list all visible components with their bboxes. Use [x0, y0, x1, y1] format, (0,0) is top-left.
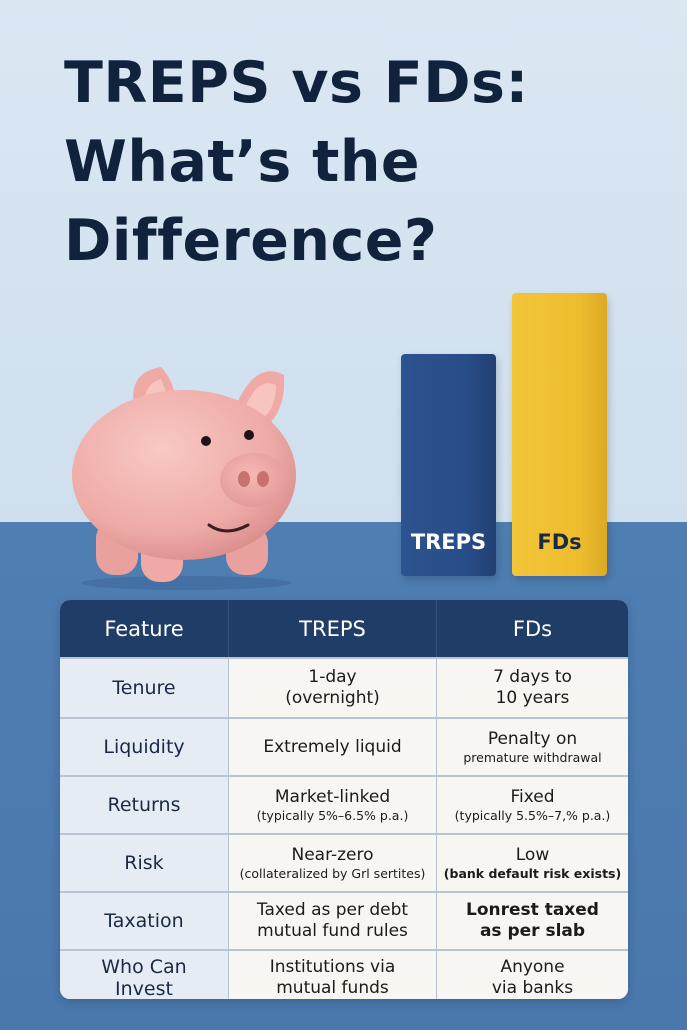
table-row-risk: Risk Near-zero (collateralized by Grl se… — [60, 833, 628, 891]
fds-sub: via banks — [491, 978, 574, 998]
piggy-bank-illustration — [72, 367, 296, 590]
fds-sub: (bank default risk exists) — [443, 865, 622, 881]
fds-sub: as per slab — [479, 921, 586, 941]
table-row-taxation: Taxation Taxed as per debt mutual fund r… — [60, 891, 628, 949]
fds-bar: FDs — [512, 293, 607, 576]
row-fds-value: Anyone via banks — [436, 951, 628, 999]
table-row-returns: Returns Market-linked (typically 5%–6.5%… — [60, 775, 628, 833]
table-row-who-can-invest: Who Can Invest Institutions via mutual f… — [60, 949, 628, 999]
fds-main: Penalty on — [487, 728, 578, 749]
fds-bar-label: FDs — [537, 530, 582, 554]
treps-sub: (overnight) — [285, 688, 380, 708]
fds-sub: (typically 5.5%–7,% p.a.) — [454, 807, 611, 823]
treps-main: 1-day — [308, 667, 357, 687]
fds-main: 7 days to — [493, 667, 572, 687]
table-header: Feature TREPS FDs — [60, 600, 628, 657]
row-fds-value: Lonrest taxed as per slab — [436, 893, 628, 949]
row-treps-value: Institutions via mutual funds — [228, 951, 436, 999]
title-line-2: What’s the — [64, 129, 421, 195]
row-treps-value: Market-linked (typically 5%–6.5% p.a.) — [228, 777, 436, 833]
fds-main: Anyone — [500, 957, 565, 977]
fds-main: Low — [515, 844, 550, 865]
row-treps-value: Near-zero (collateralized by Grl sertite… — [228, 835, 436, 891]
treps-sub: mutual funds — [276, 978, 389, 998]
row-feature: Who Can Invest — [60, 951, 228, 999]
row-fds-value: Penalty on premature withdrawal — [436, 719, 628, 775]
row-feature: Liquidity — [60, 719, 228, 775]
treps-bar: TREPS — [401, 354, 496, 576]
row-treps-value: Extremely liquid — [228, 719, 436, 775]
title-line-3: Difference? — [64, 208, 438, 274]
treps-main: Institutions via — [269, 957, 396, 977]
row-feature: Risk — [60, 835, 228, 891]
fds-sub: 10 years — [495, 688, 570, 708]
row-fds-value: Fixed (typically 5.5%–7,% p.a.) — [436, 777, 628, 833]
treps-sub: (collateralized by Grl sertites) — [239, 865, 426, 881]
treps-sub: mutual fund rules — [257, 921, 408, 941]
row-feature: Returns — [60, 777, 228, 833]
title-line-1: TREPS vs FDs: — [64, 50, 529, 116]
row-treps-value: Taxed as per debt mutual fund rules — [228, 893, 436, 949]
row-fds-value: Low (bank default risk exists) — [436, 835, 628, 891]
treps-main: Extremely liquid — [263, 736, 402, 757]
row-feature: Taxation — [60, 893, 228, 949]
comparison-table: Feature TREPS FDs Tenure 1-day (overnigh… — [60, 600, 628, 999]
header-treps: TREPS — [228, 600, 436, 657]
fds-sub: premature withdrawal — [463, 749, 602, 765]
table-row-liquidity: Liquidity Extremely liquid Penalty on pr… — [60, 717, 628, 775]
treps-main: Taxed as per debt — [256, 900, 409, 920]
row-feature: Tenure — [60, 659, 228, 717]
table-row-tenure: Tenure 1-day (overnight) 7 days to 10 ye… — [60, 657, 628, 717]
fds-main: Fixed — [510, 786, 555, 807]
treps-main: Near-zero — [291, 844, 374, 865]
header-feature: Feature — [104, 616, 184, 641]
treps-main: Market-linked — [274, 786, 391, 807]
row-treps-value: 1-day (overnight) — [228, 659, 436, 717]
treps-sub: (typically 5%–6.5% p.a.) — [256, 807, 409, 823]
treps-bar-label: TREPS — [410, 530, 487, 554]
page-title: TREPS vs FDs: What’s the Difference? — [64, 44, 664, 281]
row-fds-value: 7 days to 10 years — [436, 659, 628, 717]
fds-main: Lonrest taxed — [466, 900, 599, 920]
header-fds: FDs — [436, 600, 628, 657]
